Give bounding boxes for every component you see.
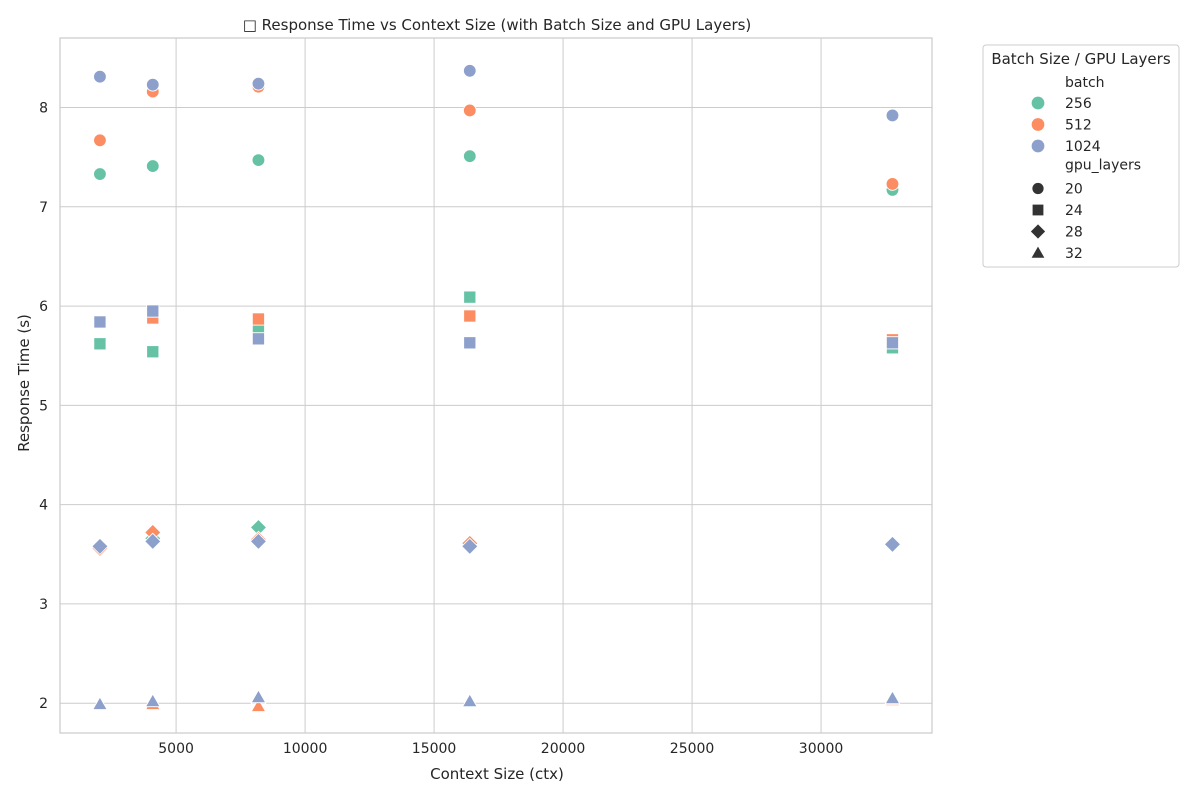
y-axis-label: Response Time (s): [15, 314, 33, 452]
data-point-batch-256-layers-24: [146, 345, 160, 359]
data-point-batch-512-layers-32: [250, 698, 267, 713]
legend-marker-layers-24: [1032, 204, 1044, 216]
y-tick-label: 6: [39, 299, 48, 315]
data-point-batch-1024-layers-24: [885, 336, 900, 350]
data-point-batch-512-layers-24: [251, 312, 266, 326]
x-axis-label: Context Size (ctx): [430, 765, 564, 783]
legend-label-layers-28: 28: [1065, 225, 1083, 241]
legend-label-batch-512: 512: [1065, 118, 1092, 134]
x-tick-label: 25000: [670, 741, 715, 757]
legend-label-layers-20: 20: [1065, 182, 1083, 198]
legend-marker-layers-32: [1031, 246, 1045, 258]
legend-label-batch-256: 256: [1065, 96, 1092, 112]
data-point-batch-1024-layers-24: [146, 304, 160, 318]
data-point-batch-256-layers-20: [462, 149, 477, 163]
data-point-batch-1024-layers-32: [250, 689, 267, 704]
legend-marker-batch-1024: [1031, 139, 1045, 153]
legend-label-batch-1024: 1024: [1065, 139, 1101, 155]
x-tick-label: 5000: [158, 741, 194, 757]
data-point-batch-1024-layers-20: [885, 108, 900, 123]
y-tick-label: 7: [39, 200, 48, 216]
legend-marker-layers-28: [1030, 224, 1046, 239]
legend-hue-title: batch: [1065, 75, 1105, 91]
data-point-batch-1024-layers-32: [884, 690, 901, 705]
data-point-batch-1024-layers-20: [93, 69, 107, 84]
data-point-batch-1024-layers-32: [91, 696, 108, 711]
grid: [60, 38, 932, 733]
y-tick-label: 2: [39, 696, 48, 712]
data-point-batch-1024-layers-28: [144, 532, 162, 551]
data-point-batch-1024-layers-24: [463, 336, 477, 350]
data-point-batch-256-layers-20: [145, 159, 160, 173]
legend-items: batch 256 512 1024 gpu_layers 20 24 28 32: [1030, 75, 1141, 262]
data-point-batch-1024-layers-20: [251, 76, 266, 91]
data-point-batch-1024-layers-24: [251, 332, 266, 346]
data-point-batch-1024-layers-32: [461, 693, 478, 708]
y-tick-label: 8: [39, 101, 48, 117]
data-point-batch-512-layers-20: [93, 133, 107, 148]
legend-label-layers-24: 24: [1065, 203, 1083, 219]
data-point-batch-1024-layers-28: [461, 537, 479, 556]
plot-frame: [59, 37, 933, 734]
data-point-batch-256-layers-24: [463, 290, 477, 304]
data-point-batch-512-layers-20: [885, 177, 900, 191]
data-point-batch-1024-layers-28: [91, 537, 109, 556]
legend-label-layers-32: 32: [1065, 246, 1083, 262]
y-tick-label: 5: [39, 398, 48, 414]
data-point-batch-256-layers-24: [93, 337, 107, 351]
y-tick-label: 4: [39, 498, 48, 514]
axes: 5000 10000 15000 20000 25000 30000 2 3 4 5 6 7 8: [39, 37, 933, 757]
data-point-batch-1024-layers-20: [145, 77, 160, 92]
y-tick-label: 3: [39, 597, 48, 613]
legend-title: Batch Size / GPU Layers: [991, 50, 1171, 68]
legend-style-title: gpu_layers: [1065, 158, 1141, 174]
data-point-batch-1024-layers-32: [144, 693, 161, 708]
x-tick-label: 20000: [541, 741, 586, 757]
x-tick-label: 15000: [412, 741, 457, 757]
data-point-batch-1024-layers-28: [883, 535, 902, 554]
data-points: [91, 63, 902, 713]
legend-marker-batch-256: [1031, 96, 1045, 110]
legend: Batch Size / GPU Layers batch 256 512 1024 g…: [982, 44, 1180, 268]
data-point-batch-1024-layers-24: [93, 315, 107, 329]
data-point-batch-512-layers-20: [462, 103, 477, 118]
chart-title: □ Response Time vs Context Size (with Ba…: [243, 16, 752, 34]
data-point-batch-1024-layers-20: [462, 63, 477, 78]
x-tick-label: 30000: [799, 741, 844, 757]
data-point-batch-256-layers-20: [251, 153, 266, 167]
x-tick-label: 10000: [283, 741, 328, 757]
data-point-batch-256-layers-20: [93, 167, 107, 181]
legend-marker-layers-20: [1032, 182, 1044, 195]
legend-frame: [982, 44, 1180, 268]
legend-marker-batch-512: [1031, 118, 1045, 131]
data-point-batch-512-layers-24: [463, 309, 477, 323]
data-point-batch-1024-layers-28: [249, 532, 268, 551]
